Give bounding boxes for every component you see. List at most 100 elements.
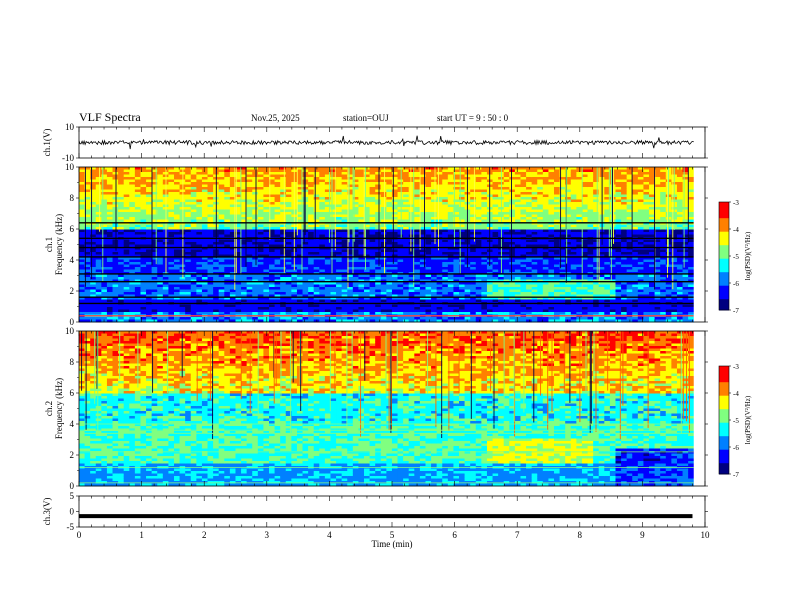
- spectrogram-cell: [308, 274, 315, 278]
- spectrogram-cell: [229, 269, 236, 273]
- spectrogram-cell: [174, 249, 180, 253]
- spectrogram-cell: [520, 219, 527, 223]
- spectrogram-cell: [196, 264, 203, 268]
- spectrogram-cell: [509, 182, 516, 185]
- spectrogram-cell: [218, 227, 225, 230]
- spectrogram-cell: [229, 317, 236, 320]
- spectrogram-cell: [442, 269, 449, 273]
- spectrogram-cell: [274, 214, 281, 218]
- spectrogram-cell: [347, 247, 354, 250]
- spectrogram-cell: [475, 214, 482, 218]
- spectrogram-cell: [174, 219, 180, 223]
- spectrogram-cell: [90, 267, 97, 270]
- spectrogram-cell: [280, 234, 287, 238]
- spectrogram-cell: [358, 199, 365, 203]
- spectrogram-cell: [358, 257, 365, 260]
- spectrogram-cell: [486, 279, 493, 283]
- spectrogram-cell: [308, 292, 315, 295]
- spectrogram-cell: [453, 274, 460, 278]
- spectrogram-cell: [408, 202, 415, 205]
- spectrogram-cell: [481, 262, 488, 265]
- spectrogram-cell: [246, 249, 253, 253]
- spectrogram-cell: [364, 304, 370, 308]
- spectrogram-cell: [246, 174, 253, 178]
- spectrogram-cell: [174, 199, 180, 203]
- spectrogram-cell: [470, 249, 477, 253]
- spectrogram-cell: [90, 224, 97, 228]
- spectrogram-cell: [475, 177, 482, 180]
- spectrogram-cell: [146, 274, 153, 278]
- spectrogram-cell: [453, 189, 460, 193]
- spectrogram-cell: [436, 252, 443, 255]
- spectrogram-cell: [90, 277, 97, 280]
- spectrogram-cell: [486, 274, 493, 278]
- spectrogram-cell: [336, 172, 343, 175]
- spectrogram-cell: [84, 244, 91, 248]
- spectrogram-cell: [296, 229, 303, 233]
- spectrogram-cell: [403, 304, 410, 308]
- spectrogram-cell: [185, 274, 192, 278]
- spectrogram-cell: [241, 207, 248, 210]
- spectrogram-cell: [302, 234, 309, 238]
- spectrogram-cell: [140, 202, 147, 205]
- spectrogram-cell: [324, 169, 331, 173]
- spectrogram-cell: [324, 187, 331, 190]
- spectrogram-cell: [369, 169, 376, 173]
- spectrogram-cell: [352, 247, 359, 250]
- spectrogram-cell: [364, 214, 370, 218]
- spectrogram-cell: [447, 184, 454, 188]
- spectrogram-cell: [285, 177, 292, 180]
- spectrogram-cell: [397, 267, 404, 270]
- spectrogram-cell: [341, 292, 348, 295]
- spectrogram-cell: [475, 249, 482, 253]
- spectrogram-cell: [79, 247, 85, 250]
- spectrogram-cell: [207, 244, 214, 248]
- spectrogram-cell: [425, 192, 432, 195]
- spectrogram-cell: [459, 244, 466, 248]
- spectrogram-cell: [269, 297, 275, 300]
- spectrogram-cell: [162, 317, 169, 320]
- spectrogram-cell: [470, 304, 477, 308]
- spectrogram-cell: [313, 219, 320, 223]
- spectrogram-cell: [324, 264, 331, 268]
- spectrogram-cell: [431, 274, 438, 278]
- spectrogram-cell: [459, 214, 466, 218]
- spectrogram-cell: [280, 274, 287, 278]
- spectrogram-cell: [118, 254, 125, 258]
- spectrogram-cell: [408, 187, 415, 190]
- spectrogram-cell: [453, 209, 460, 213]
- spectrogram-cell: [263, 169, 270, 173]
- spectrogram-cell: [425, 232, 432, 235]
- spectrogram-cell: [101, 239, 108, 243]
- spectrogram-cell: [431, 232, 438, 235]
- spectrogram-cell: [408, 182, 415, 185]
- spectrogram-cell: [470, 207, 477, 210]
- spectrogram-cell: [419, 262, 426, 265]
- spectrogram-cell: [134, 282, 141, 285]
- spectrogram-cell: [364, 192, 370, 195]
- spectrogram-cell: [263, 229, 270, 233]
- spectrogram-cell: [280, 187, 287, 190]
- spectrogram-cell: [442, 189, 449, 193]
- spectrogram-cell: [520, 254, 527, 258]
- spectrogram-cell: [201, 182, 208, 185]
- spectrogram-cell: [352, 227, 359, 230]
- spectrogram-cell: [313, 197, 320, 200]
- spectrogram-cell: [84, 232, 91, 235]
- spectrogram-cell: [308, 204, 315, 208]
- spectrogram-cell: [134, 262, 141, 265]
- spectrogram-cell: [201, 242, 208, 245]
- spectrogram-cell: [459, 184, 466, 188]
- spectrogram-cell: [419, 284, 426, 288]
- spectrogram-cell: [235, 254, 242, 258]
- spectrogram-cell: [408, 279, 415, 283]
- spectrogram-cell: [252, 254, 259, 258]
- spectrogram-cell: [330, 192, 337, 195]
- spectrogram-cell: [369, 262, 376, 265]
- spectrogram-cell: [447, 312, 454, 315]
- spectrogram-cell: [168, 252, 175, 255]
- spectrogram-cell: [123, 244, 130, 248]
- spectrogram-cell: [196, 219, 203, 223]
- spectrogram-cell: [257, 167, 264, 170]
- spectrogram-cell: [341, 317, 348, 320]
